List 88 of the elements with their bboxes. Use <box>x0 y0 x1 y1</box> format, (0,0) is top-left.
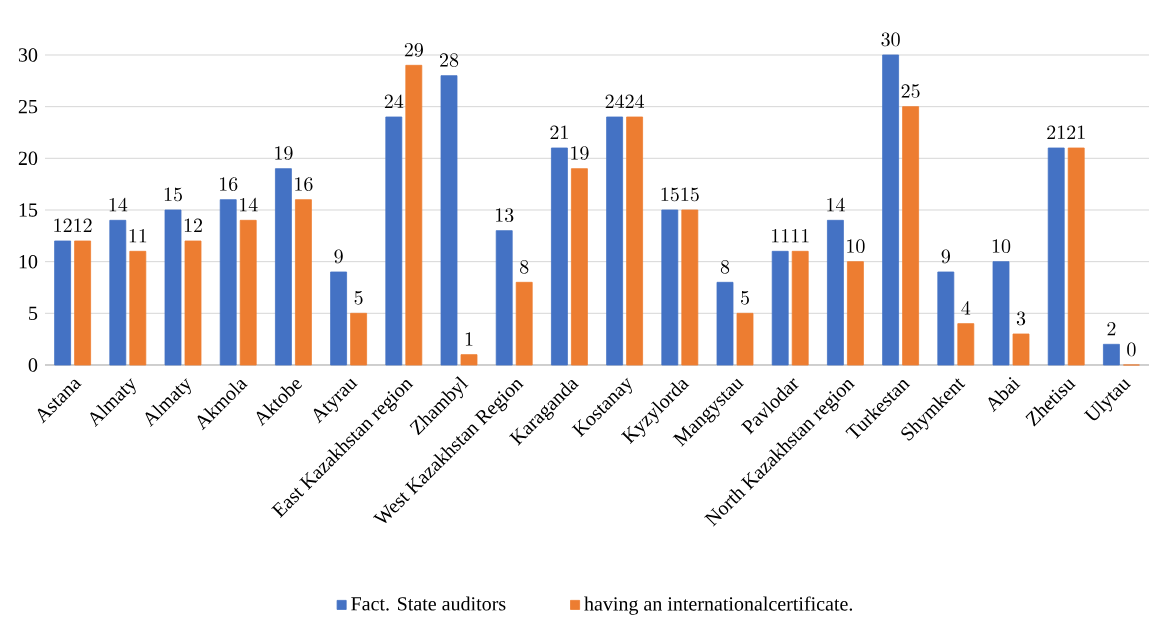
bar <box>129 250 147 366</box>
bar <box>164 209 182 366</box>
bar <box>495 230 513 366</box>
bar <box>1012 333 1030 366</box>
bar <box>551 147 568 366</box>
data-label: 15 <box>661 187 679 202</box>
data-label: 9 <box>334 249 343 264</box>
bar <box>736 312 754 366</box>
data-label: 19 <box>571 146 589 161</box>
data-label: 12 <box>54 218 72 232</box>
bar <box>902 106 920 366</box>
data-label: 5 <box>354 290 363 305</box>
bar <box>1067 147 1085 366</box>
data-label: 9 <box>941 249 950 264</box>
data-label: 15 <box>164 187 182 202</box>
bar <box>771 250 789 366</box>
bar <box>716 281 734 366</box>
data-label: 11 <box>129 228 147 243</box>
bar <box>681 209 699 366</box>
y-tick-label: 5 <box>29 306 38 320</box>
bar <box>847 261 864 366</box>
y-tick-label: 0 <box>28 358 38 372</box>
data-label: 16 <box>220 177 238 192</box>
data-label: 0 <box>1127 342 1136 357</box>
data-label: 8 <box>720 259 730 274</box>
bar <box>827 219 844 366</box>
data-label: 11 <box>772 228 789 243</box>
legend-label: having an internationalcertificate. <box>584 596 853 615</box>
data-label: 10 <box>847 239 865 254</box>
data-label: 14 <box>827 197 845 212</box>
y-tick-label: 15 <box>19 203 38 217</box>
data-label: 21 <box>1047 125 1065 139</box>
data-label: 24 <box>625 94 645 108</box>
data-label: 19 <box>275 146 293 161</box>
data-label: 24 <box>384 94 404 108</box>
bar <box>1103 343 1120 366</box>
bar <box>937 271 955 366</box>
bar <box>239 219 257 366</box>
bar <box>515 281 533 366</box>
bar <box>791 250 809 366</box>
bar <box>184 240 202 366</box>
data-label: 11 <box>792 228 809 243</box>
y-tick-label: 25 <box>18 99 38 114</box>
data-label: 24 <box>605 94 625 108</box>
data-label: 12 <box>74 218 92 232</box>
bar <box>882 54 900 366</box>
bar <box>275 168 292 366</box>
bar <box>626 116 644 366</box>
bar <box>571 168 588 366</box>
bar <box>460 354 478 366</box>
bar <box>661 209 679 366</box>
bar <box>1047 147 1065 366</box>
data-label: 14 <box>109 197 128 212</box>
bar <box>440 75 458 366</box>
bar <box>54 240 72 366</box>
bar <box>606 116 624 366</box>
data-label: 4 <box>961 301 971 315</box>
bar <box>109 219 127 366</box>
bar <box>350 312 368 366</box>
bar <box>219 199 237 366</box>
bar <box>992 261 1010 366</box>
data-label: 16 <box>295 177 313 192</box>
data-label: 13 <box>496 208 514 223</box>
data-label: 3 <box>1016 311 1026 326</box>
data-label: 10 <box>992 239 1011 254</box>
data-label: 29 <box>404 42 423 57</box>
data-label: 21 <box>1067 125 1085 139</box>
bar <box>405 64 423 366</box>
data-label: 28 <box>440 53 459 68</box>
data-label: 25 <box>901 84 920 99</box>
bar <box>957 323 975 366</box>
data-label: 14 <box>240 197 258 212</box>
data-label: 21 <box>550 125 568 139</box>
legend-label: Fact. State auditors <box>351 596 506 611</box>
y-tick-label: 30 <box>18 48 38 62</box>
bar <box>74 240 92 366</box>
y-tick-label: 10 <box>19 254 38 269</box>
data-label: 2 <box>1107 321 1116 336</box>
data-label: 1 <box>465 332 473 346</box>
data-label: 8 <box>520 259 529 274</box>
data-label: 30 <box>881 32 900 47</box>
bar <box>295 199 312 366</box>
data-label: 12 <box>184 218 202 232</box>
data-label: 15 <box>681 187 699 202</box>
bar <box>330 271 348 366</box>
bar <box>385 116 403 366</box>
data-label: 5 <box>741 290 749 305</box>
y-tick-label: 20 <box>18 151 38 166</box>
